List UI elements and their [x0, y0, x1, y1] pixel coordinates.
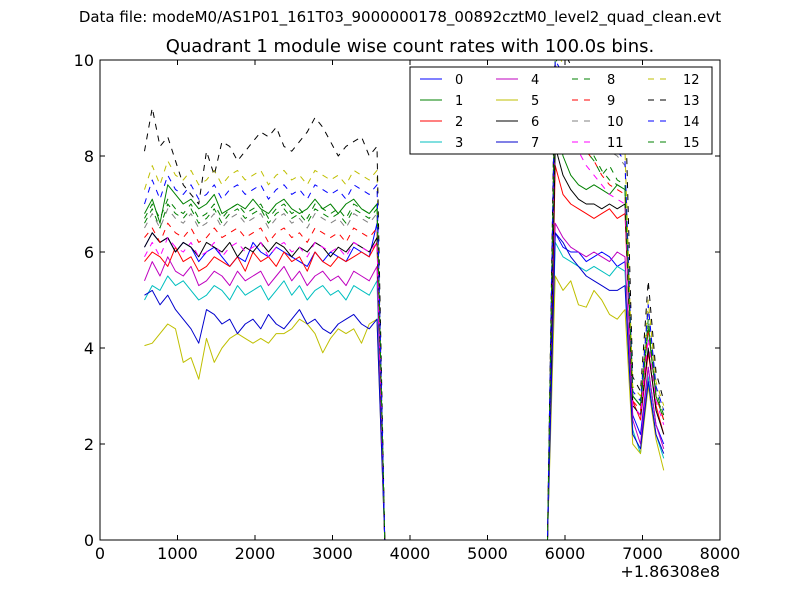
y-tick-label: 8: [84, 147, 94, 166]
x-tick-label: 7000: [622, 544, 663, 563]
series-line-11: [144, 97, 665, 540]
legend-label-0: 0: [455, 73, 463, 88]
y-tick-label: 6: [84, 243, 94, 262]
x-tick-label: 3000: [312, 544, 353, 563]
legend-label-12: 12: [683, 73, 700, 88]
y-tick-label: 0: [84, 531, 94, 550]
legend-label-3: 3: [455, 136, 463, 151]
series-line-6: [144, 145, 665, 540]
legend-box: [409, 66, 713, 155]
legend-label-2: 2: [455, 115, 463, 130]
series-line-1: [144, 112, 665, 540]
legend-label-11: 11: [607, 136, 624, 151]
legend-label-8: 8: [607, 73, 615, 88]
x-tick-label: 2000: [235, 544, 276, 563]
series-line-2: [144, 165, 665, 540]
legend-label-15: 15: [683, 136, 700, 151]
legend-label-14: 14: [683, 115, 700, 130]
series-line-7: [144, 232, 665, 540]
x-tick-label: 1000: [157, 544, 198, 563]
legend-label-10: 10: [607, 115, 624, 130]
y-tick-label: 10: [74, 51, 94, 70]
x-tick-label: 4000: [390, 544, 431, 563]
series-line-4: [144, 222, 665, 540]
data-file-title: Data file: modeM0/AS1P01_161T03_90000001…: [78, 8, 722, 26]
series-line-3: [144, 241, 665, 540]
x-tick-label: 0: [95, 544, 105, 563]
legend-label-13: 13: [683, 94, 700, 109]
legend-label-1: 1: [455, 94, 463, 109]
y-tick-label: 2: [84, 435, 94, 454]
x-tick-label: 8000: [700, 544, 741, 563]
legend-label-5: 5: [531, 94, 539, 109]
x-offset-label: +1.86308e8: [620, 562, 720, 581]
chart-title: Quadrant 1 module wise count rates with …: [165, 36, 655, 57]
series-line-5: [144, 275, 665, 540]
legend-label-9: 9: [607, 94, 615, 109]
legend-label-6: 6: [531, 115, 539, 130]
x-tick-label: 5000: [467, 544, 508, 563]
legend-label-7: 7: [531, 136, 539, 151]
x-tick-label: 6000: [545, 544, 586, 563]
legend-label-4: 4: [531, 73, 539, 88]
y-tick-label: 4: [84, 339, 94, 358]
axis-ticks: [99, 59, 721, 541]
